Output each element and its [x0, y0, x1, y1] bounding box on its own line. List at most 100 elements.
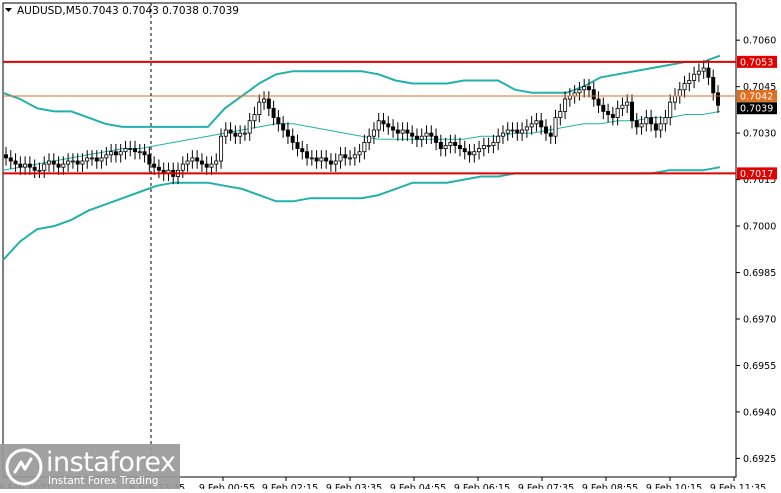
x-tick-label: 9 Feb 02:15	[262, 483, 318, 489]
candle-body	[13, 160, 18, 165]
current-price-tag	[737, 102, 777, 115]
band-upper-line	[2, 54, 721, 128]
candle-body	[209, 163, 214, 168]
candle-body	[668, 101, 673, 119]
candle-body	[223, 129, 228, 137]
candle-body	[620, 104, 625, 109]
candle-body	[500, 132, 505, 137]
candle-body	[405, 129, 410, 134]
candle-body	[137, 151, 142, 154]
candle-body	[195, 157, 200, 162]
candles	[4, 60, 721, 185]
candle-body	[123, 148, 128, 153]
logo-tagline: Instant Forex Trading	[48, 475, 159, 487]
x-tick-label: 9 Feb 00:55	[199, 483, 255, 489]
candle-body	[156, 166, 161, 171]
candle-body	[601, 104, 606, 112]
chart-header-symbol: AUDUSD,M5	[17, 5, 81, 17]
candle-body	[414, 135, 419, 140]
bid-price-tag-label: 0.7042	[740, 91, 773, 102]
candle-body	[677, 89, 682, 97]
candle-body	[305, 151, 310, 159]
candle-body	[61, 163, 66, 168]
candle-body	[85, 157, 90, 162]
candle-body	[711, 76, 716, 94]
candle-body	[400, 129, 405, 134]
candle-body	[66, 160, 71, 165]
candle-body	[257, 101, 262, 115]
candle-body	[606, 111, 611, 115]
candle-body	[252, 114, 257, 122]
candle-body	[109, 151, 114, 156]
candle-body	[558, 111, 563, 119]
plot-area	[2, 2, 737, 478]
y-tick-label: 0.7000	[743, 222, 776, 233]
candle-body	[625, 101, 630, 106]
chart-header-ohlc: 0.7043 0.7043 0.7038 0.7039	[82, 5, 239, 17]
candle-body	[319, 157, 324, 162]
candle-body	[23, 163, 28, 168]
x-tick-label: 9 Feb 06:15	[454, 483, 510, 489]
candle-body	[262, 98, 267, 103]
candle-body	[582, 86, 587, 91]
bollinger-bands	[2, 54, 721, 261]
candle-body	[701, 67, 706, 72]
x-tick-label: 9 Feb 08:55	[582, 483, 638, 489]
candle-body	[453, 142, 458, 146]
candle-body	[338, 154, 343, 162]
candle-body	[481, 145, 486, 150]
candle-body	[510, 129, 515, 132]
header-dropdown-icon[interactable]	[5, 8, 12, 12]
candle-body	[328, 160, 333, 165]
candle-body	[152, 163, 157, 168]
candle-body	[90, 157, 95, 160]
y-tick-label: 0.6970	[743, 315, 776, 326]
candle-body	[586, 86, 591, 91]
candle-body	[190, 157, 195, 162]
candle-body	[539, 120, 544, 128]
resistance-price-tag-label: 0.7053	[740, 57, 773, 68]
candle-body	[443, 145, 448, 150]
candle-body	[706, 67, 711, 78]
candle-body	[696, 70, 701, 75]
candle-body	[682, 83, 687, 91]
candle-body	[496, 135, 501, 143]
candle-body	[543, 126, 548, 134]
candle-body	[692, 73, 697, 81]
x-tick-label: 9 Feb 04:55	[390, 483, 446, 489]
candle-body	[419, 135, 424, 140]
candle-body	[563, 98, 568, 112]
candle-body	[199, 160, 204, 165]
band-lower-line	[2, 166, 721, 261]
candle-body	[381, 120, 386, 125]
candle-body	[8, 157, 13, 162]
candle-body	[47, 160, 52, 165]
candle-body	[290, 135, 295, 143]
candle-body	[486, 145, 491, 147]
candle-body	[410, 132, 415, 137]
candle-body	[56, 163, 61, 168]
candle-body	[142, 151, 147, 156]
y-tick-label: 0.7030	[743, 129, 776, 140]
candle-body	[615, 107, 620, 119]
candle-body	[548, 132, 553, 137]
candle-body	[395, 129, 400, 134]
candle-body	[94, 157, 99, 162]
logo-name: instaforex	[46, 447, 176, 478]
candle-body	[99, 157, 104, 162]
y-tick-label: 0.6940	[743, 407, 776, 418]
candle-body	[281, 123, 286, 131]
support-price-tag	[737, 167, 777, 180]
candle-body	[242, 132, 247, 135]
candle-body	[577, 89, 582, 94]
candle-body	[37, 169, 42, 172]
candle-body	[348, 157, 353, 160]
candle-body	[18, 163, 23, 168]
candle-body	[238, 132, 243, 137]
candle-body	[128, 148, 133, 151]
candle-body	[658, 123, 663, 131]
y-tick-label: 0.6925	[743, 454, 776, 465]
candle-body	[515, 129, 520, 134]
